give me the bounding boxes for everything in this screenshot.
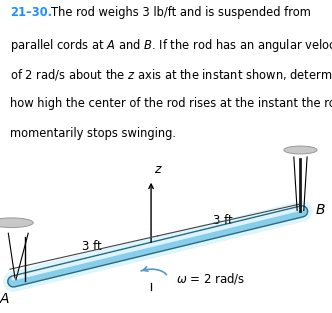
Text: 21–30.: 21–30.	[10, 6, 52, 19]
Text: z: z	[154, 163, 161, 176]
Ellipse shape	[0, 218, 33, 228]
Text: B: B	[315, 203, 325, 217]
Text: momentarily stops swinging.: momentarily stops swinging.	[10, 127, 176, 141]
Text: how high the center of the rod rises at the instant the rod: how high the center of the rod rises at …	[10, 97, 332, 110]
Text: parallel cords at $A$ and $B$. If the rod has an angular velocity: parallel cords at $A$ and $B$. If the ro…	[10, 37, 332, 54]
Text: The rod weighs 3 lb/ft and is suspended from: The rod weighs 3 lb/ft and is suspended …	[51, 6, 311, 19]
Text: $\omega$ = 2 rad/s: $\omega$ = 2 rad/s	[176, 271, 245, 286]
Ellipse shape	[284, 146, 317, 154]
Text: 3 ft: 3 ft	[82, 240, 102, 253]
Text: 3 ft: 3 ft	[213, 213, 233, 227]
Text: of 2 rad/s about the $z$ axis at the instant shown, determine: of 2 rad/s about the $z$ axis at the ins…	[10, 67, 332, 82]
Text: A: A	[0, 292, 10, 306]
